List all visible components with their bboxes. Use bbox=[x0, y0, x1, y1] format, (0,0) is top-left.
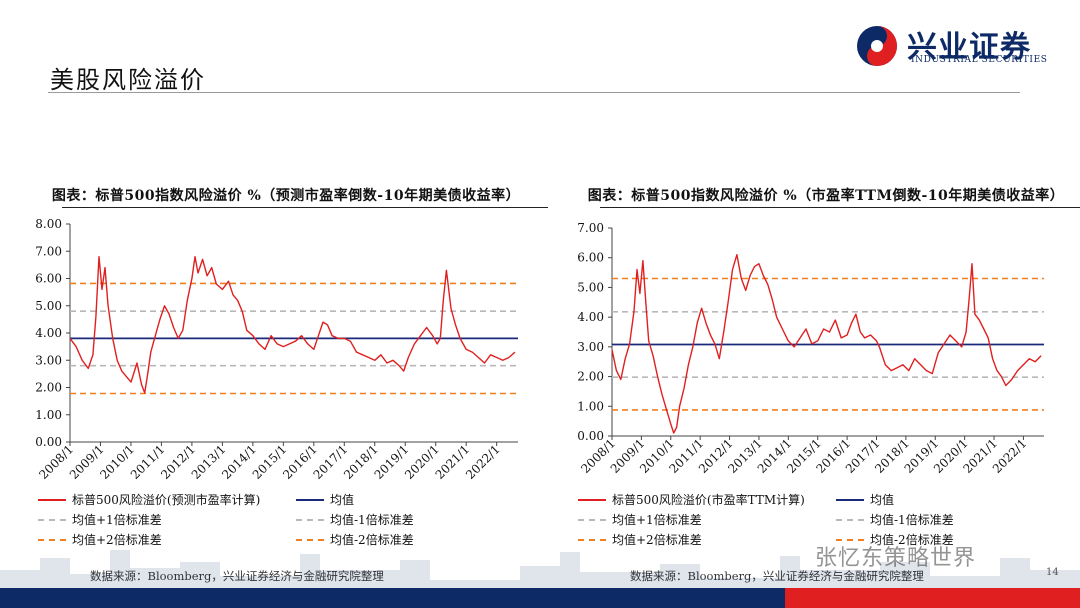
legend-swatch bbox=[296, 538, 324, 541]
legend-swatch bbox=[38, 518, 66, 521]
footer-bar-blue bbox=[0, 588, 785, 608]
chart-plot: 0.001.002.003.004.005.006.007.002008/120… bbox=[577, 221, 1044, 476]
y-tick-label: 7.00 bbox=[577, 221, 604, 235]
legend-item: 均值-1倍标准差 bbox=[296, 511, 414, 528]
y-tick-label: 3.00 bbox=[35, 353, 62, 367]
legend-label: 均值 bbox=[870, 493, 895, 507]
legend-swatch bbox=[296, 518, 324, 521]
legend-label: 均值-1倍标准差 bbox=[870, 513, 954, 527]
brand-name: 兴业证券 bbox=[907, 30, 1031, 65]
chart-legend: 标普500风险溢价(预测市盈率计算) 均值均值+1倍标准差 均值-1倍标准差均值+2… bbox=[30, 491, 542, 551]
title-divider bbox=[48, 92, 1020, 93]
chart-title-rule bbox=[600, 207, 1080, 208]
footer-bar bbox=[0, 588, 1080, 608]
chart-panel-forward-pe: 图表：标普500指数风险溢价 %（预测市盈率倒数-10年期美债收益率） 0.00… bbox=[30, 185, 548, 590]
legend-label: 均值-2倍标准差 bbox=[330, 533, 414, 547]
legend-swatch bbox=[578, 518, 606, 521]
brand-logo: 兴业证券 INDUSTRIAL SECURITIES bbox=[855, 22, 1065, 70]
legend-item: 均值+1倍标准差 bbox=[38, 511, 162, 528]
y-tick-label: 6.00 bbox=[35, 272, 62, 286]
chart-legend: 标普500风险溢价(市盈率TTM计算) 均值均值+1倍标准差 均值-1倍标准差均值+… bbox=[570, 491, 1080, 551]
legend-label: 均值+1倍标准差 bbox=[72, 513, 162, 527]
y-tick-label: 1.00 bbox=[35, 408, 62, 422]
legend-item: 均值-1倍标准差 bbox=[836, 511, 954, 528]
y-tick-label: 4.00 bbox=[577, 310, 604, 324]
page-title: 美股风险溢价 bbox=[50, 66, 206, 94]
legend-item: 均值 bbox=[296, 491, 354, 508]
chart-plot: 0.001.002.003.004.005.006.007.008.002008… bbox=[35, 217, 518, 482]
y-tick-label: 8.00 bbox=[35, 217, 62, 231]
y-tick-label: 7.00 bbox=[35, 244, 62, 258]
y-tick-label: 5.00 bbox=[35, 299, 62, 313]
legend-item: 均值+2倍标准差 bbox=[38, 531, 162, 548]
legend-label: 均值+2倍标准差 bbox=[612, 533, 702, 547]
chart-source: 数据来源：Bloomberg，兴业证券经济与金融研究院整理 bbox=[630, 569, 924, 583]
legend-label: 均值-2倍标准差 bbox=[870, 533, 954, 547]
legend-item: 均值 bbox=[836, 491, 894, 508]
brand-name-en: INDUSTRIAL SECURITIES bbox=[911, 55, 1048, 65]
legend-item: 均值+2倍标准差 bbox=[578, 531, 702, 548]
chart-panel-ttm-pe: 图表：标普500指数风险溢价 %（市盈率TTM倒数-10年期美债收益率） 0.0… bbox=[570, 185, 1080, 590]
y-tick-label: 0.00 bbox=[577, 429, 604, 443]
y-tick-label: 3.00 bbox=[577, 340, 604, 354]
chart-title: 图表：标普500指数风险溢价 %（预测市盈率倒数-10年期美债收益率） bbox=[51, 188, 521, 204]
legend-label: 均值+2倍标准差 bbox=[72, 533, 162, 547]
legend-swatch bbox=[578, 498, 606, 501]
y-tick-label: 0.00 bbox=[35, 435, 62, 449]
legend-label: 标普500风险溢价(预测市盈率计算) bbox=[72, 493, 261, 507]
brand-emblem-icon bbox=[857, 26, 897, 66]
watermark-text: 张忆东策略世界 bbox=[815, 546, 977, 571]
chart-source: 数据来源：Bloomberg，兴业证券经济与金融研究院整理 bbox=[90, 568, 384, 584]
legend-swatch bbox=[578, 538, 606, 541]
legend-swatch bbox=[38, 498, 66, 501]
legend-item: 均值+1倍标准差 bbox=[578, 511, 702, 528]
legend-item: 均值-2倍标准差 bbox=[836, 531, 954, 548]
legend-label: 均值 bbox=[330, 493, 355, 507]
page-number: 14 bbox=[1046, 567, 1059, 578]
legend-swatch bbox=[38, 538, 66, 541]
chart-title: 图表：标普500指数风险溢价 %（市盈率TTM倒数-10年期美债收益率） bbox=[587, 188, 1065, 204]
legend-swatch bbox=[836, 518, 864, 521]
y-tick-label: 6.00 bbox=[577, 251, 604, 265]
legend-swatch bbox=[836, 538, 864, 541]
footer-bar-red bbox=[785, 588, 1080, 608]
y-tick-label: 4.00 bbox=[35, 326, 62, 340]
legend-item: 标普500风险溢价(预测市盈率计算) bbox=[38, 491, 260, 508]
legend-item: 标普500风险溢价(市盈率TTM计算) bbox=[578, 491, 805, 508]
legend-label: 标普500风险溢价(市盈率TTM计算) bbox=[612, 493, 805, 507]
x-tick-label: 2022/1 bbox=[463, 442, 503, 482]
legend-swatch bbox=[296, 498, 324, 501]
y-tick-label: 5.00 bbox=[577, 280, 604, 294]
y-tick-label: 2.00 bbox=[577, 370, 604, 384]
legend-item: 均值-2倍标准差 bbox=[296, 531, 414, 548]
y-tick-label: 1.00 bbox=[577, 399, 604, 413]
skyline-decoration bbox=[0, 550, 1080, 588]
series-line-risk-premium bbox=[69, 256, 516, 394]
legend-swatch bbox=[836, 498, 864, 501]
y-tick-label: 2.00 bbox=[35, 381, 62, 395]
series-line-risk-premium bbox=[611, 254, 1042, 434]
legend-label: 均值-1倍标准差 bbox=[330, 513, 414, 527]
chart-title-rule bbox=[62, 207, 548, 208]
legend-label: 均值+1倍标准差 bbox=[612, 513, 702, 527]
